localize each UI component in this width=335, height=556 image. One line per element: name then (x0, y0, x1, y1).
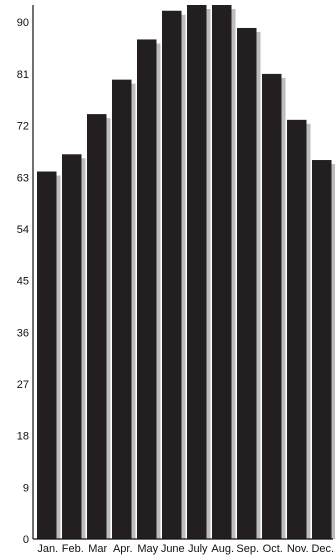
x-tick-label-jan: Jan. (37, 543, 58, 555)
x-tick-label-dec: Dec. (311, 543, 334, 555)
x-tick-label-oct: Oct. (263, 543, 283, 555)
x-tick-label-may: May (137, 543, 158, 555)
y-tick-label-54: 54 (17, 224, 29, 236)
y-tick-label-18: 18 (17, 431, 29, 443)
x-tick-label-apr: Apr. (113, 543, 133, 555)
x-tick-label-mar: Mar (88, 543, 107, 555)
x-tick-label-nov: Nov. (287, 543, 309, 555)
bar-aug (212, 5, 232, 539)
x-axis-labels: Jan. Feb. Mar Apr. May June July Aug. Sep. Oct. No… (37, 543, 334, 555)
y-tick-label-72: 72 (17, 121, 29, 133)
bar-feb (62, 154, 82, 539)
y-tick-label-90: 90 (17, 17, 29, 29)
x-tick-label-aug: Aug. (211, 543, 234, 555)
bar-jan (37, 171, 57, 540)
bars (37, 5, 335, 540)
bar-july (187, 5, 207, 539)
y-tick-label-9: 9 (23, 482, 29, 494)
y-tick-label-45: 45 (17, 276, 29, 288)
y-tick-label-27: 27 (17, 379, 29, 391)
bar-june (162, 10, 182, 539)
bar-nov (287, 119, 307, 539)
x-tick-label-july: July (188, 543, 208, 555)
x-tick-label-june: June (161, 543, 185, 555)
x-tick-label-feb: Feb. (62, 543, 84, 555)
bar-dec (312, 160, 332, 539)
bar-may (137, 39, 157, 540)
bar-oct (262, 73, 282, 539)
y-tick-label-0: 0 (23, 534, 29, 546)
bar-mar (87, 114, 107, 539)
y-axis-labels: 0 9 18 27 36 45 54 63 72 81 90 (17, 17, 29, 546)
y-tick-label-81: 81 (17, 69, 29, 81)
y-tick-label-36: 36 (17, 327, 29, 339)
y-tick-label-63: 63 (17, 172, 29, 184)
x-tick-label-sep: Sep. (236, 543, 259, 555)
bar-apr (112, 79, 132, 539)
bar-sep (237, 27, 257, 539)
